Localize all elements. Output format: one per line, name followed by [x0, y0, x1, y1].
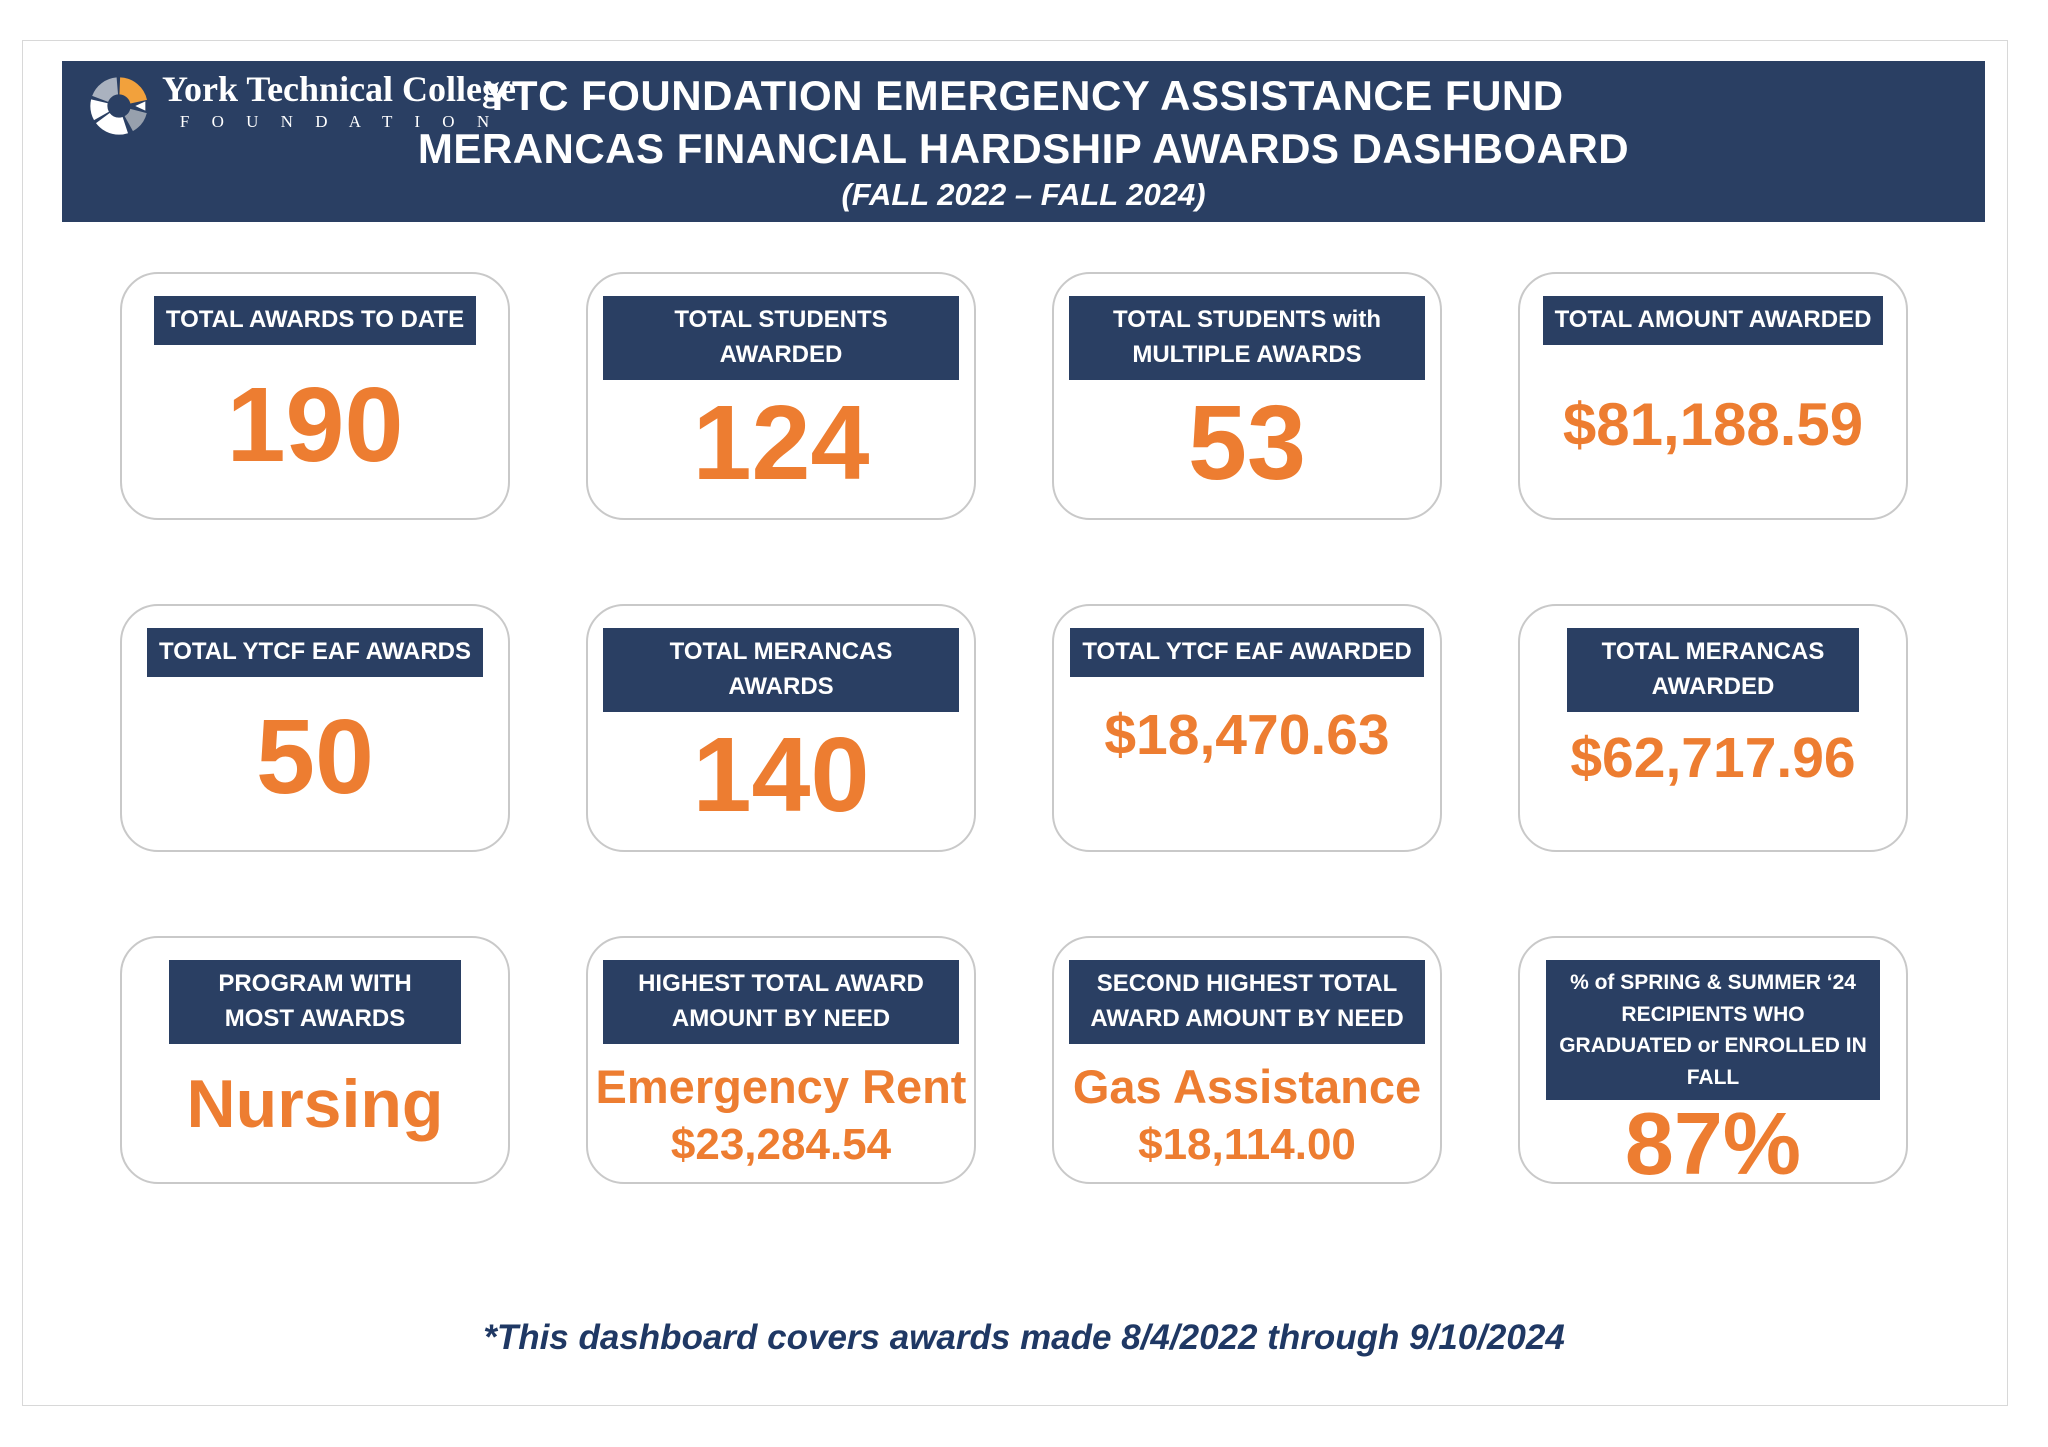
card-value: Nursing [186, 1065, 444, 1142]
dashboard-title-line1: YTC FOUNDATION EMERGENCY ASSISTANCE FUND [483, 71, 1564, 119]
logo-college-name: York Technical College [162, 69, 517, 109]
card-value: 124 [692, 383, 870, 502]
card-value: Gas Assistance [1072, 1059, 1422, 1113]
kpi-cards-grid: TOTAL AWARDS TO DATE 190 TOTAL STUDENTS … [120, 272, 1908, 1188]
card-total-ytcf-eaf-awarded: TOTAL YTCF EAF AWARDED $18,470.63 [1052, 604, 1442, 852]
card-total-amount-awarded: TOTAL AMOUNT AWARDED $81,188.59 [1518, 272, 1908, 520]
card-pct-graduated-enrolled: % of SPRING & SUMMER ‘24 RECIPIENTS WHO … [1518, 936, 1908, 1188]
header-bar: York Technical College F O U N D A T I O… [62, 61, 1985, 222]
card-value: 50 [256, 698, 374, 817]
card-highest-award-by-need: HIGHEST TOTAL AWARD AMOUNT BY NEED Emerg… [586, 936, 976, 1184]
card-value: $81,188.59 [1562, 391, 1864, 459]
dashboard-title-line2: MERANCAS FINANCIAL HARDSHIP AWARDS DASHB… [417, 125, 1630, 173]
card-total-awards-to-date: TOTAL AWARDS TO DATE 190 [120, 272, 510, 520]
dashboard-titles: YTC FOUNDATION EMERGENCY ASSISTANCE FUND… [62, 61, 1985, 222]
card-label-badge: HIGHEST TOTAL AWARD AMOUNT BY NEED [603, 960, 959, 1044]
card-value: 53 [1188, 383, 1306, 502]
card-second-highest-award-by-need: SECOND HIGHEST TOTAL AWARD AMOUNT BY NEE… [1052, 936, 1442, 1184]
logo-mark-icon [90, 77, 148, 135]
card-value: 87% [1624, 1094, 1802, 1193]
card-label-badge: PROGRAM WITH MOST AWARDS [169, 960, 461, 1044]
card-label-badge: TOTAL AWARDS TO DATE [153, 296, 477, 345]
card-total-merancas-awarded: TOTAL MERANCAS AWARDED $62,717.96 [1518, 604, 1908, 852]
card-label-badge: TOTAL MERANCAS AWARDS [603, 628, 959, 712]
card-label-badge: TOTAL AMOUNT AWARDED [1542, 296, 1884, 345]
card-value: 190 [226, 366, 404, 485]
logo-foundation-word: F O U N D A T I O N [179, 112, 499, 132]
card-label-badge: TOTAL STUDENTS with MULTIPLE AWARDS [1069, 296, 1425, 380]
card-label-badge: TOTAL YTCF EAF AWARDS [146, 628, 483, 677]
card-value: $18,470.63 [1104, 702, 1390, 767]
foundation-logo: York Technical College F O U N D A T I O… [88, 69, 516, 137]
card-total-merancas-awards: TOTAL MERANCAS AWARDS 140 [586, 604, 976, 852]
card-label-badge: % of SPRING & SUMMER ‘24 RECIPIENTS WHO … [1546, 960, 1880, 1100]
card-value-amount: $18,114.00 [1138, 1120, 1356, 1170]
card-total-students-awarded: TOTAL STUDENTS AWARDED 124 [586, 272, 976, 520]
footer-note: *This dashboard covers awards made 8/4/2… [483, 1318, 1565, 1357]
card-label-badge: SECOND HIGHEST TOTAL AWARD AMOUNT BY NEE… [1069, 960, 1425, 1044]
card-value: $62,717.96 [1570, 725, 1856, 790]
dashboard-subtitle: (FALL 2022 – FALL 2024) [841, 177, 1206, 212]
card-students-multiple-awards: TOTAL STUDENTS with MULTIPLE AWARDS 53 [1052, 272, 1442, 520]
card-value-amount: $23,284.54 [670, 1120, 892, 1170]
card-total-ytcf-eaf-awards: TOTAL YTCF EAF AWARDS 50 [120, 604, 510, 852]
card-value: Emergency Rent [595, 1059, 967, 1113]
card-label-badge: TOTAL YTCF EAF AWARDED [1070, 628, 1424, 677]
card-label-badge: TOTAL MERANCAS AWARDED [1567, 628, 1859, 712]
card-program-most-awards: PROGRAM WITH MOST AWARDS Nursing [120, 936, 510, 1184]
card-value: 140 [692, 715, 870, 834]
card-label-badge: TOTAL STUDENTS AWARDED [603, 296, 959, 380]
